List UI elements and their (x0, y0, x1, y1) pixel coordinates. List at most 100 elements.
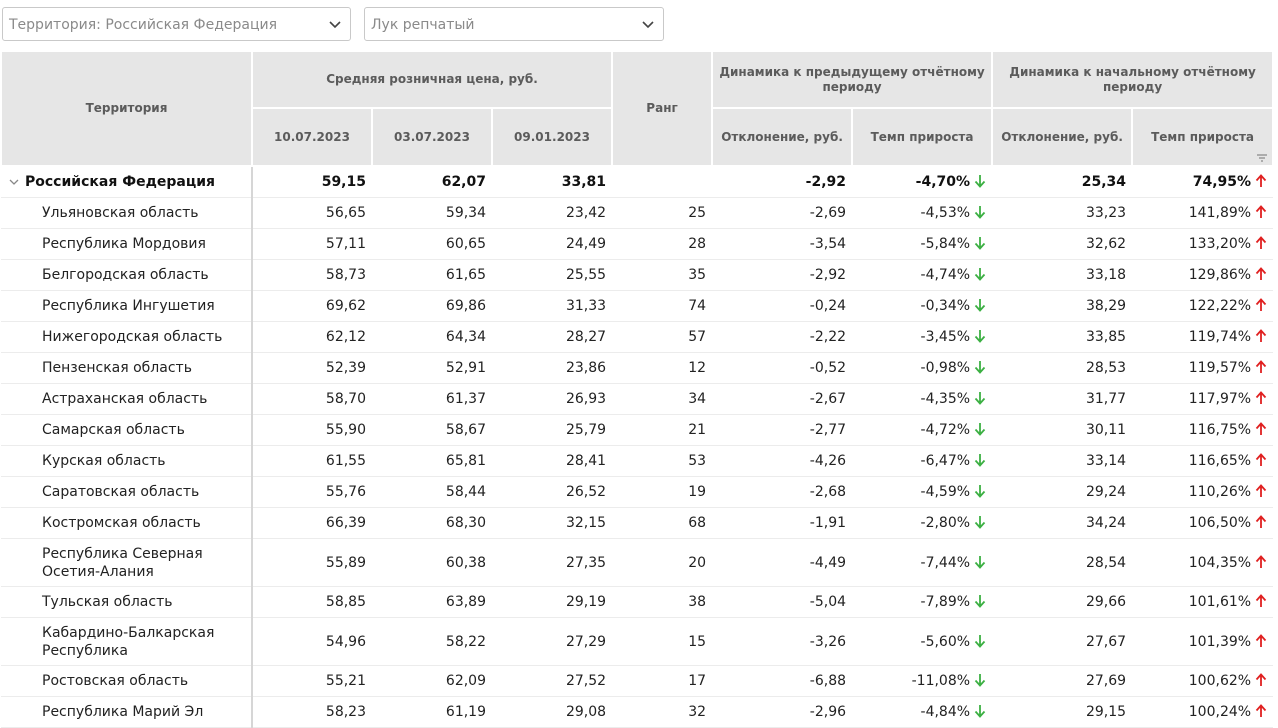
cell-deviation-start: 27,69 (992, 665, 1133, 697)
cell-price-2: 60,38 (372, 538, 492, 587)
col-header-deviation-prev[interactable]: Отклонение, руб. (711, 107, 854, 167)
cell-rank: 35 (612, 259, 713, 291)
cell-deviation-prev: -1,91 (712, 507, 853, 539)
cell-deviation-prev: -0,24 (712, 290, 853, 322)
arrow-up-icon (1255, 453, 1267, 466)
cell-deviation-start: 30,11 (992, 414, 1133, 446)
table-row[interactable]: Белгородская область 58,73 61,65 25,55 35 -2,… (1, 259, 1274, 291)
cell-growth-prev: -4,53% (852, 197, 993, 229)
arrow-down-icon (974, 485, 986, 498)
product-select[interactable]: Лук репчатый (364, 7, 664, 41)
cell-growth-prev: -7,44% (852, 538, 993, 587)
arrow-up-icon (1255, 298, 1267, 311)
territory-select-value: Территория: Российская Федерация (9, 17, 278, 33)
table-row-total[interactable]: Российская Федерация 59,15 62,07 33,81 -2,92… (1, 166, 1274, 198)
arrow-up-icon (1255, 594, 1267, 607)
cell-growth-prev: -0,98% (852, 352, 993, 384)
col-header-growth-prev[interactable]: Темп прироста (851, 107, 994, 167)
table-row[interactable]: Саратовская область 55,76 58,44 26,52 19 -2,6… (1, 476, 1274, 508)
cell-growth-prev: -4,59% (852, 476, 993, 508)
arrow-up-icon (1255, 174, 1267, 187)
col-header-territory[interactable]: Территория (0, 50, 253, 167)
cell-rank: 68 (612, 507, 713, 539)
table-row[interactable]: Кабардино-Балкарская Республика 54,96 58,2… (1, 617, 1274, 666)
table-row[interactable]: Республика Марий Эл 58,23 61,19 29,08 32 -2,9… (1, 696, 1274, 728)
cell-growth-start: 101,61% (1132, 586, 1274, 618)
cell-rank: 12 (612, 352, 713, 384)
cell-deviation-prev: -2,77 (712, 414, 853, 446)
cell-deviation-prev: -3,26 (712, 617, 853, 666)
cell-growth-prev: -11,08% (852, 665, 993, 697)
col-header-date-2[interactable]: 03.07.2023 (371, 107, 493, 167)
cell-deviation-start: 28,53 (992, 352, 1133, 384)
cell-deviation-prev: -2,68 (712, 476, 853, 508)
col-header-date-3[interactable]: 09.01.2023 (490, 107, 614, 167)
cell-price-3: 26,52 (492, 476, 613, 508)
table-row[interactable]: Пензенская область 52,39 52,91 23,86 12 -0,52… (1, 352, 1274, 384)
cell-territory: Республика Марий Эл (1, 696, 253, 728)
cell-price-2: 58,44 (372, 476, 492, 508)
cell-price-3: 27,29 (492, 617, 613, 666)
price-table: Территория Средняя розничная цена, руб. … (0, 50, 1275, 728)
table-row[interactable]: Нижегородская область 62,12 64,34 28,27 57 -2… (1, 321, 1274, 353)
arrow-up-icon (1255, 205, 1267, 218)
arrow-down-icon (974, 454, 986, 467)
cell-price-1: 54,96 (252, 617, 372, 666)
cell-rank: 17 (612, 665, 713, 697)
table-row[interactable]: Тульская область 58,85 63,89 29,19 38 -5,04 -7… (1, 586, 1274, 618)
col-header-rank[interactable]: Ранг (611, 50, 714, 167)
cell-growth-start: 122,22% (1132, 290, 1274, 322)
col-header-deviation-start[interactable]: Отклонение, руб. (991, 107, 1134, 167)
cell-price-3: 23,42 (492, 197, 613, 229)
cell-territory: Тульская область (1, 586, 253, 618)
col-header-growth-start[interactable]: Темп прироста (1131, 107, 1275, 167)
cell-rank: 19 (612, 476, 713, 508)
arrow-up-icon (1255, 267, 1267, 280)
table-row[interactable]: Курская область 61,55 65,81 28,41 53 -4,26 -6,… (1, 445, 1274, 477)
cell-price-3: 33,81 (492, 166, 613, 198)
cell-price-1: 58,73 (252, 259, 372, 291)
table-row[interactable]: Ростовская область 55,21 62,09 27,52 17 -6,88… (1, 665, 1274, 697)
cell-price-2: 65,81 (372, 445, 492, 477)
chevron-down-icon (642, 21, 654, 29)
table-row[interactable]: Республика Ингушетия 69,62 69,86 31,33 74 -0,… (1, 290, 1274, 322)
cell-deviation-prev: -3,54 (712, 228, 853, 260)
cell-deviation-start: 31,77 (992, 383, 1133, 415)
cell-price-3: 26,93 (492, 383, 613, 415)
cell-rank: 34 (612, 383, 713, 415)
cell-rank (612, 166, 713, 198)
cell-territory: Самарская область (1, 414, 253, 446)
cell-deviation-prev: -5,04 (712, 586, 853, 618)
table-row[interactable]: Самарская область 55,90 58,67 25,79 21 -2,77-… (1, 414, 1274, 446)
cell-price-1: 69,62 (252, 290, 372, 322)
column-menu-icon[interactable] (1256, 153, 1268, 163)
arrow-up-icon (1255, 633, 1267, 647)
cell-price-3: 24,49 (492, 228, 613, 260)
cell-growth-start: 74,95% (1132, 166, 1274, 198)
cell-territory: Республика Северная Осетия-Алания (1, 538, 253, 587)
cell-price-3: 25,79 (492, 414, 613, 446)
table-row[interactable]: Астраханская область 58,70 61,37 26,93 34 -2,… (1, 383, 1274, 415)
cell-deviation-start: 38,29 (992, 290, 1133, 322)
table-row[interactable]: Республика Мордовия 57,11 60,65 24,49 28 -3,5… (1, 228, 1274, 260)
cell-price-1: 66,39 (252, 507, 372, 539)
cell-growth-start: 100,62% (1132, 665, 1274, 697)
table-row[interactable]: Костромская область 66,39 68,30 32,15 68 -1,9… (1, 507, 1274, 539)
cell-deviation-start: 34,24 (992, 507, 1133, 539)
cell-rank: 57 (612, 321, 713, 353)
cell-price-2: 61,37 (372, 383, 492, 415)
cell-price-2: 61,65 (372, 259, 492, 291)
cell-territory: Астраханская область (1, 383, 253, 415)
cell-rank: 21 (612, 414, 713, 446)
cell-growth-start: 106,50% (1132, 507, 1274, 539)
territory-select[interactable]: Территория: Российская Федерация (2, 7, 351, 41)
collapse-caret-icon[interactable] (9, 177, 19, 187)
cell-price-1: 58,70 (252, 383, 372, 415)
cell-growth-prev: -6,47% (852, 445, 993, 477)
arrow-up-icon (1255, 704, 1267, 717)
cell-territory: Республика Мордовия (1, 228, 253, 260)
table-row[interactable]: Республика Северная Осетия-Алания 55,89 60… (1, 538, 1274, 587)
col-header-date-1[interactable]: 10.07.2023 (251, 107, 373, 167)
cell-price-2: 60,65 (372, 228, 492, 260)
table-row[interactable]: Ульяновская область 56,65 59,34 23,42 25 -2,6… (1, 197, 1274, 229)
